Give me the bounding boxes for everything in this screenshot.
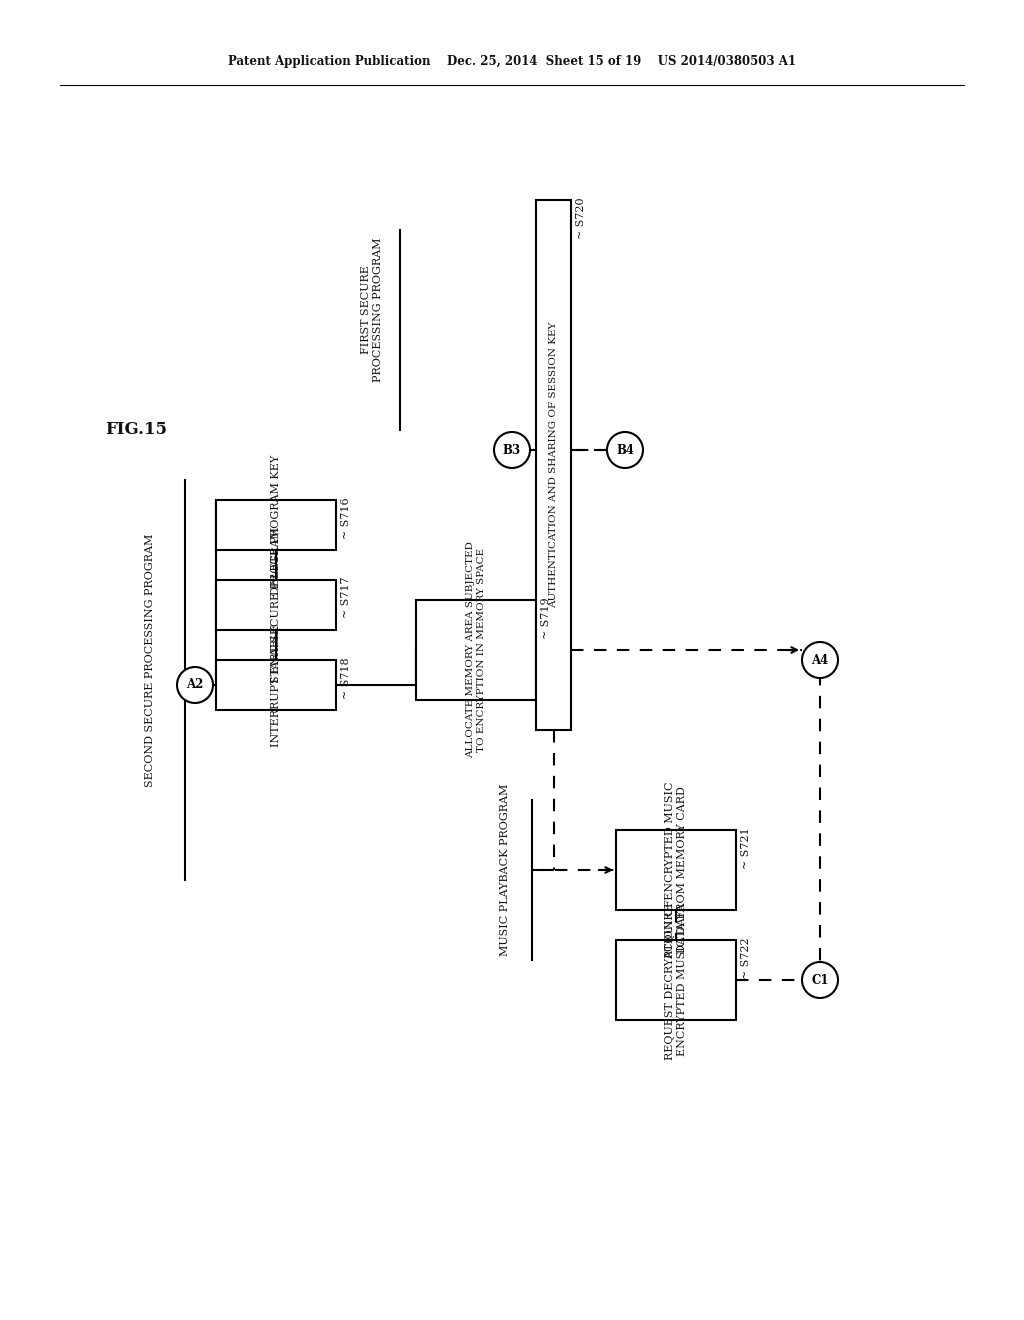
Text: ~ S722: ~ S722 — [741, 937, 751, 978]
Circle shape — [802, 642, 838, 678]
Text: C1: C1 — [811, 974, 828, 986]
Bar — [536, 201, 571, 730]
Text: START SECURE PROGRAM: START SECURE PROGRAM — [271, 527, 281, 682]
Text: ALLOCATE MEMORY AREA SUBJECTED
TO ENCRYPTION IN MEMORY SPACE: ALLOCATE MEMORY AREA SUBJECTED TO ENCRYP… — [466, 541, 486, 759]
Text: ~ S716: ~ S716 — [341, 498, 351, 539]
Text: ~ S719: ~ S719 — [541, 597, 551, 639]
Text: ~ S721: ~ S721 — [741, 828, 751, 869]
Text: FIG.15: FIG.15 — [105, 421, 167, 438]
Bar — [216, 660, 336, 710]
Bar — [216, 500, 336, 550]
Text: A4: A4 — [811, 653, 828, 667]
Bar — [216, 579, 336, 630]
Text: ~ S717: ~ S717 — [341, 577, 351, 619]
Text: B3: B3 — [503, 444, 521, 457]
Circle shape — [177, 667, 213, 704]
Text: INTERRUPT ENABLE: INTERRUPT ENABLE — [271, 623, 281, 747]
Text: FIRST SECURE
PROCESSING PROGRAM: FIRST SECURE PROCESSING PROGRAM — [361, 238, 383, 383]
Circle shape — [494, 432, 530, 469]
Text: ~ S720: ~ S720 — [575, 197, 586, 239]
Text: REQUEST DECRYPTION OF
ENCRYPTED MUSIC DATA: REQUEST DECRYPTION OF ENCRYPTED MUSIC DA… — [665, 900, 687, 1060]
Text: SECOND SECURE PROCESSING PROGRAM: SECOND SECURE PROCESSING PROGRAM — [145, 533, 155, 787]
Text: ~ S718: ~ S718 — [341, 657, 351, 698]
Text: Patent Application Publication    Dec. 25, 2014  Sheet 15 of 19    US 2014/03805: Patent Application Publication Dec. 25, … — [228, 55, 796, 69]
Text: DELETE PROGRAM KEY: DELETE PROGRAM KEY — [271, 455, 281, 595]
Circle shape — [802, 962, 838, 998]
Bar — [616, 830, 736, 909]
Text: B4: B4 — [616, 444, 634, 457]
Text: MUSIC PLAYBACK PROGRAM: MUSIC PLAYBACK PROGRAM — [500, 784, 510, 956]
Bar — [416, 601, 536, 700]
Bar — [616, 940, 736, 1020]
Text: A2: A2 — [186, 678, 204, 692]
Text: ACQUIRE ENCRYPTED MUSIC
DATA FROM MEMORY CARD: ACQUIRE ENCRYPTED MUSIC DATA FROM MEMORY… — [665, 781, 687, 958]
Text: AUTHENTICATION AND SHARING OF SESSION KEY: AUTHENTICATION AND SHARING OF SESSION KE… — [549, 322, 558, 609]
Circle shape — [607, 432, 643, 469]
